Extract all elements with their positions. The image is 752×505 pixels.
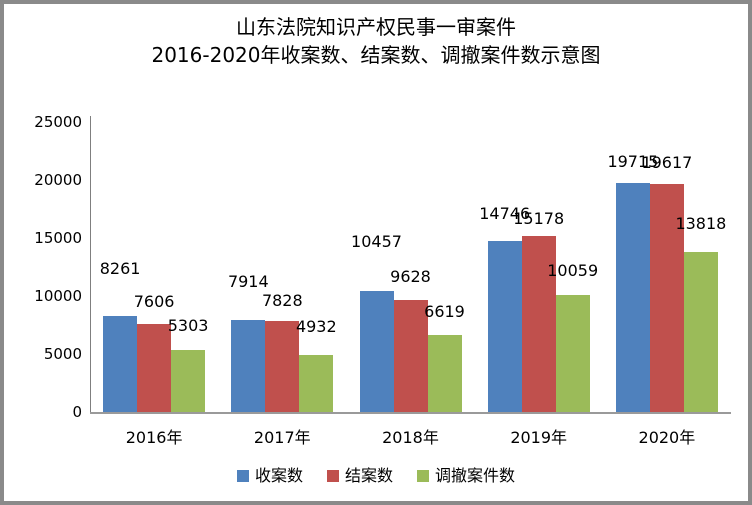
y-axis-tick-label: 15000	[34, 229, 82, 247]
data-label: 14746	[479, 203, 531, 223]
data-label: 9628	[390, 267, 431, 287]
legend-item-0: 收案数	[236, 466, 303, 486]
legend-item-1: 结案数	[326, 466, 393, 486]
data-label: 10457	[351, 231, 402, 251]
bar	[299, 354, 334, 412]
legend-label: 结案数	[344, 466, 393, 485]
y-axis-tick-label: 25000	[34, 113, 82, 131]
data-label: 4932	[295, 316, 337, 336]
chart-title-line2: 2016-2020年收案数、结案数、调撤案件数示意图	[151, 43, 601, 67]
legend: 收案数 结案数 调撤案件数	[4, 466, 748, 486]
bar	[521, 235, 556, 412]
bar	[487, 240, 522, 412]
x-axis-line	[90, 412, 731, 414]
y-axis-tick-label: 5000	[43, 345, 82, 363]
plot-area: 0 5000 10000 15000 20000 25000 8261 7606 5303 201…	[4, 4, 748, 501]
data-label: 15178	[513, 208, 565, 228]
legend-label: 收案数	[254, 466, 303, 485]
bar	[103, 316, 138, 412]
x-axis-tick-label: 2018年	[382, 428, 439, 447]
data-label: 19617	[641, 153, 693, 173]
data-label: 19715	[607, 152, 659, 172]
data-label: 7828	[261, 291, 303, 311]
legend-swatch-icon	[326, 470, 339, 482]
data-label: 5303	[167, 316, 209, 336]
x-axis-tick-label: 2016年	[125, 428, 183, 447]
y-axis-tick-label: 0	[72, 403, 82, 421]
bar	[137, 323, 172, 412]
bar	[555, 295, 590, 412]
bar	[265, 321, 300, 412]
data-label: 13818	[675, 213, 727, 233]
x-axis-tick-label: 2019年	[510, 428, 568, 447]
x-axis-tick-label: 2020年	[638, 428, 696, 447]
legend-item-2: 调撤案件数	[417, 466, 515, 486]
x-axis-tick-label: 2017年	[253, 428, 311, 447]
bar	[171, 350, 206, 412]
bar	[359, 290, 394, 412]
y-axis-tick-label: 10000	[34, 287, 82, 305]
legend-label: 调撤案件数	[435, 466, 516, 485]
legend-swatch-icon	[236, 470, 249, 482]
data-label: 10059	[547, 261, 599, 281]
data-label: 7606	[133, 291, 175, 311]
data-label: 7914	[227, 272, 269, 292]
bar	[427, 335, 462, 412]
bar	[393, 300, 428, 412]
legend-swatch-icon	[417, 470, 429, 482]
bar	[649, 184, 684, 412]
y-axis-tick-label: 20000	[34, 171, 82, 189]
bar	[615, 183, 650, 412]
chart-title: 山东法院知识产权民事一审案件 2016-2020年收案数、结案数、调撤案件数示意…	[4, 13, 748, 69]
data-label: 8261	[99, 259, 141, 279]
y-axis-line	[90, 116, 91, 412]
data-label: 6619	[424, 302, 465, 322]
bar	[683, 251, 718, 412]
chart-title-line1: 山东法院知识产权民事一审案件	[236, 15, 516, 39]
bar	[231, 320, 266, 412]
